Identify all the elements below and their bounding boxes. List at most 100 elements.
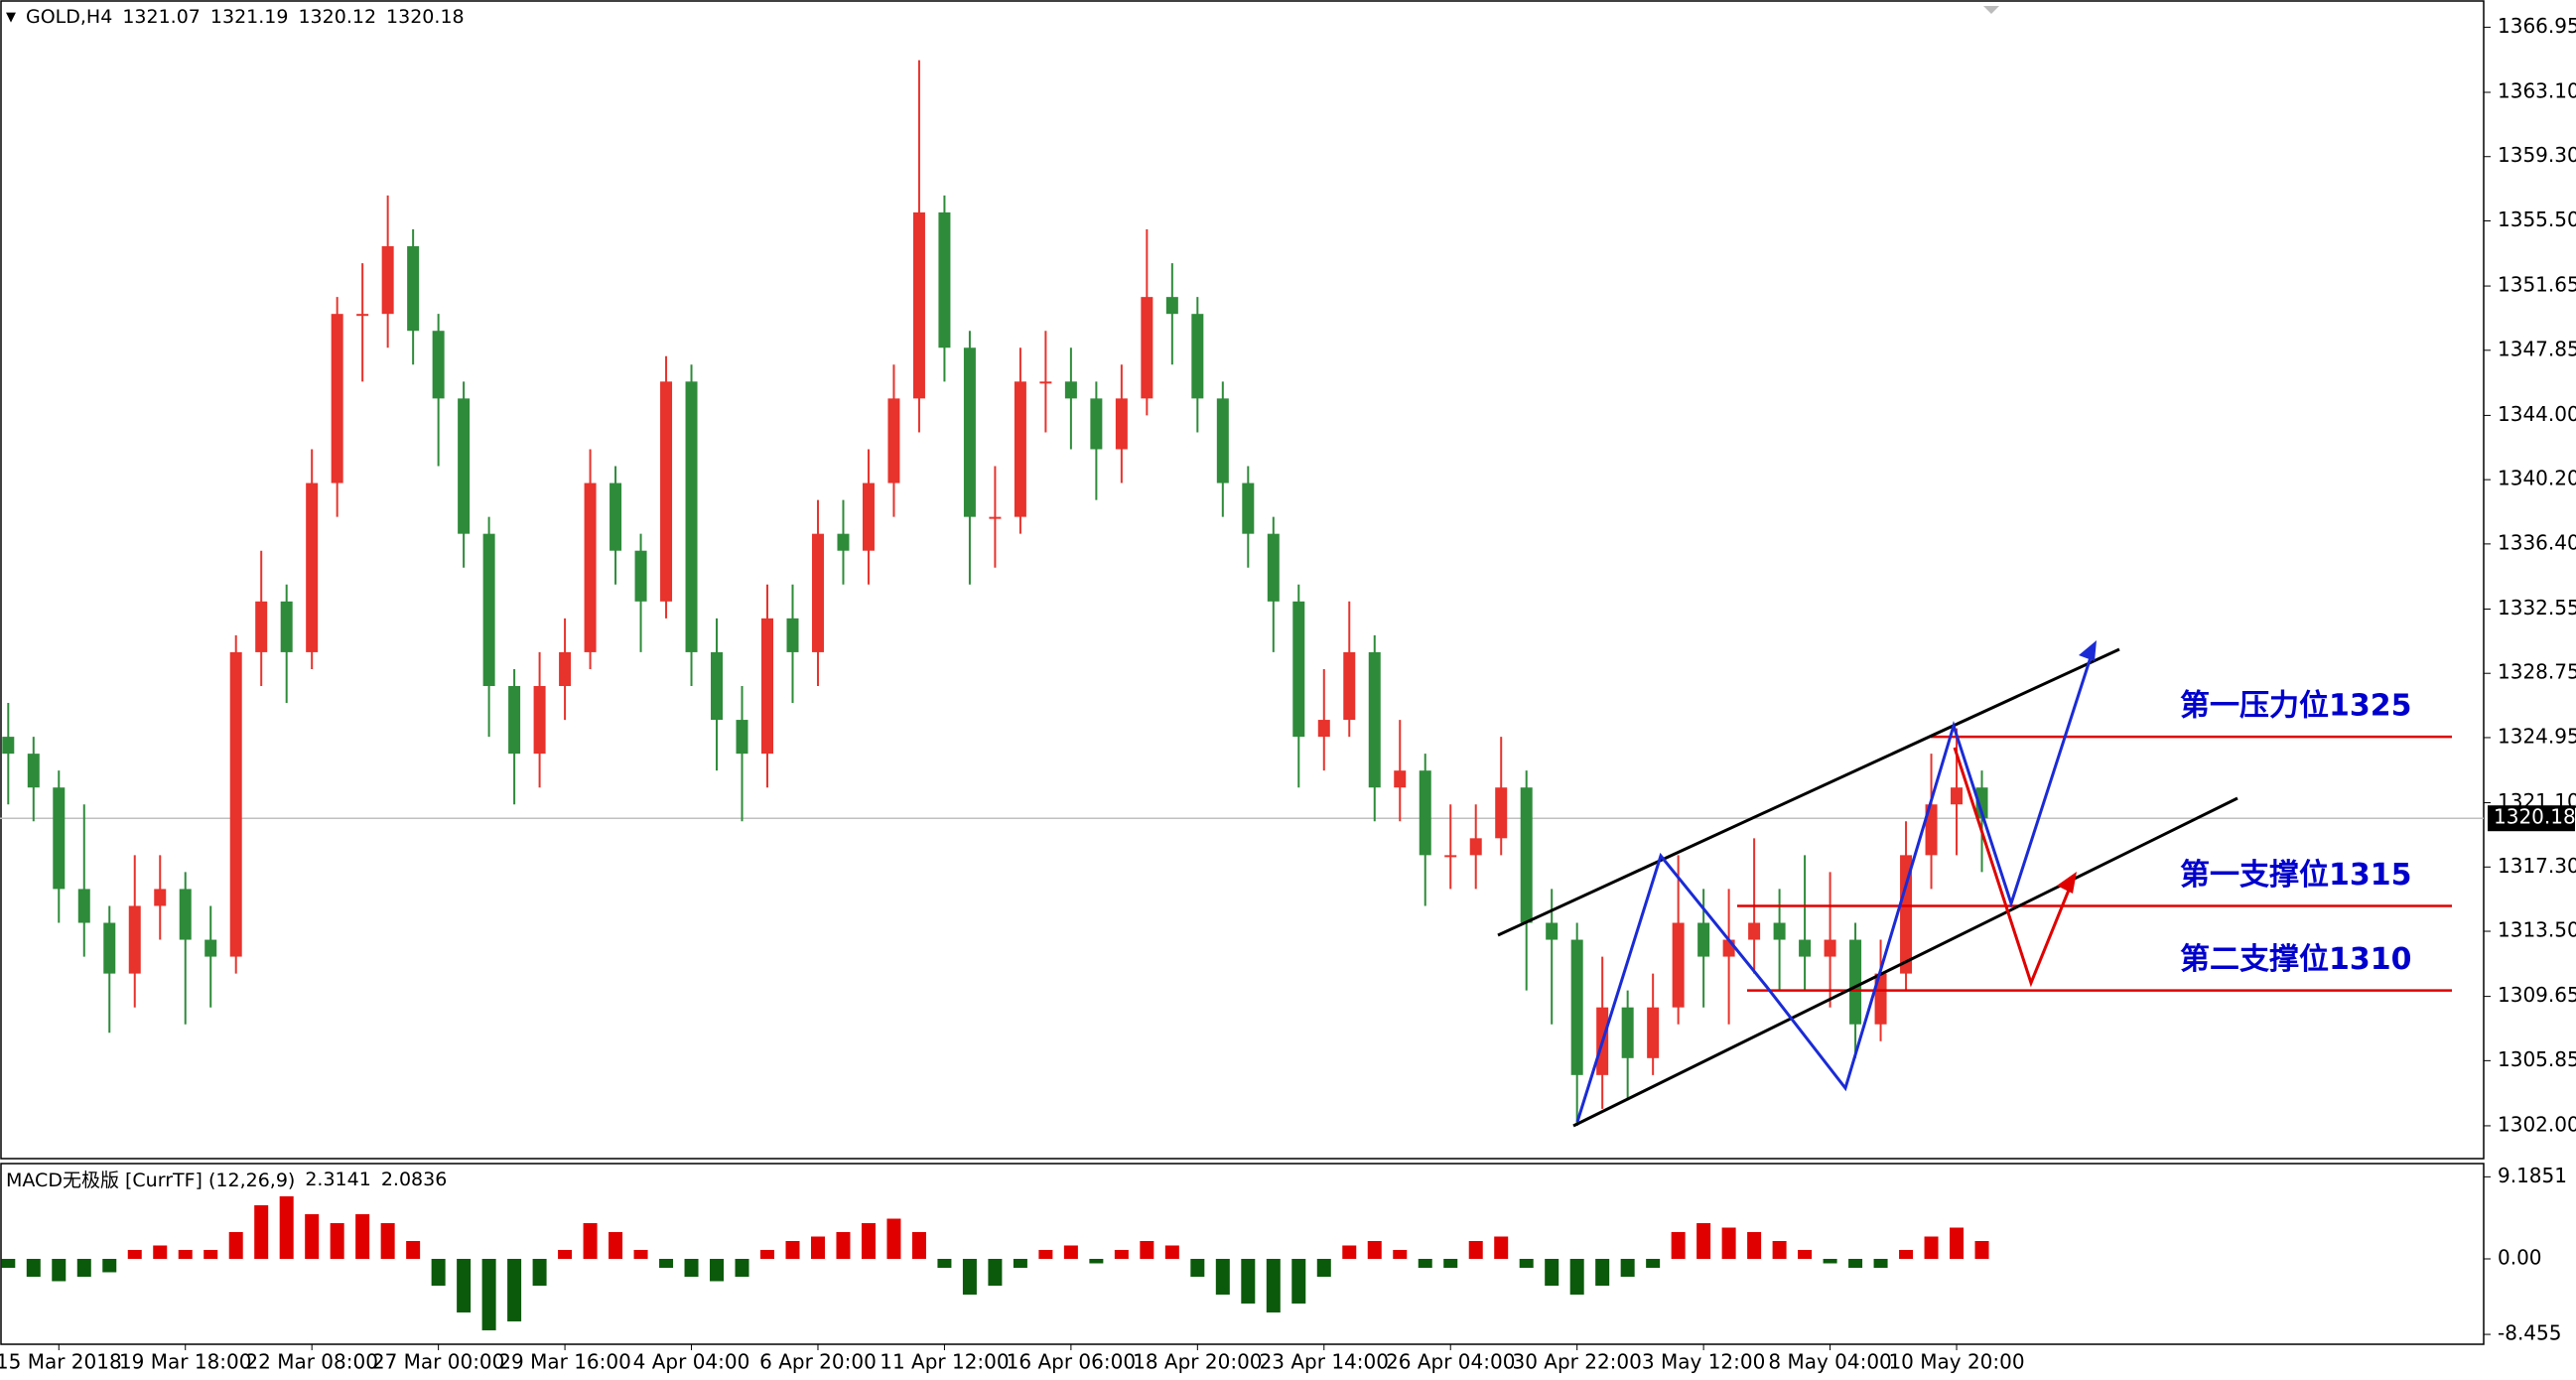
candle-body bbox=[381, 246, 394, 315]
candle-body bbox=[1191, 314, 1204, 399]
macd-bar bbox=[380, 1223, 395, 1259]
projection-path bbox=[1575, 653, 2094, 1123]
macd-bar bbox=[1873, 1258, 1888, 1268]
channel-lower bbox=[1572, 796, 2238, 1128]
x-tick-label: 27 Mar 00:00 bbox=[372, 1350, 505, 1374]
macd-bar bbox=[1468, 1241, 1483, 1259]
candle-body bbox=[1824, 939, 1836, 957]
level-label: 第一压力位1325 bbox=[2180, 689, 2412, 724]
macd-bar bbox=[254, 1205, 269, 1259]
macd-bar bbox=[1798, 1249, 1813, 1259]
current-price-box bbox=[2488, 805, 2575, 832]
macd-y-tick-label: 9.1851 bbox=[2498, 1164, 2567, 1187]
macd-bar bbox=[1, 1258, 16, 1268]
candle-body bbox=[1647, 1007, 1660, 1058]
candle-body bbox=[1951, 787, 1964, 805]
candle-body bbox=[2, 737, 15, 755]
macd-bar bbox=[481, 1258, 496, 1330]
candle-body bbox=[786, 618, 799, 652]
macd-bar bbox=[1671, 1232, 1686, 1259]
macd-bar bbox=[1772, 1241, 1787, 1259]
x-tick-label: 8 May 04:00 bbox=[1768, 1350, 1891, 1374]
macd-bar bbox=[507, 1258, 522, 1321]
candle-body bbox=[533, 685, 546, 755]
candle-body bbox=[1748, 922, 1761, 940]
macd-bar bbox=[1924, 1236, 1939, 1259]
macd-y-tick-label: 0.00 bbox=[2498, 1245, 2542, 1269]
macd-bar bbox=[1418, 1258, 1432, 1268]
y-tick-label: 1313.50 bbox=[2498, 918, 2576, 942]
macd-bar bbox=[1519, 1258, 1534, 1268]
candle-body bbox=[1925, 804, 1938, 856]
candle-body bbox=[53, 787, 66, 890]
support-projection bbox=[1953, 747, 2072, 988]
candle-body bbox=[1621, 1007, 1634, 1058]
candle-body bbox=[660, 381, 673, 602]
arrow-head bbox=[2057, 872, 2077, 894]
y-tick-label: 1336.40 bbox=[2498, 530, 2576, 554]
candle-body bbox=[280, 601, 293, 652]
macd-bar bbox=[1545, 1258, 1559, 1286]
candle-body bbox=[912, 211, 925, 399]
macd-bar bbox=[1974, 1241, 1989, 1259]
chart-header: ▼ GOLD,H4 1321.07 1321.19 1320.12 1320.1… bbox=[6, 6, 465, 28]
x-tick-label: 3 May 12:00 bbox=[1642, 1350, 1765, 1374]
candle-body bbox=[761, 618, 773, 755]
quote-open: 1321.07 bbox=[122, 6, 201, 28]
macd-bar bbox=[1038, 1249, 1053, 1259]
candle-body bbox=[1419, 770, 1431, 856]
candle-body bbox=[1900, 855, 1913, 974]
scroll-marker bbox=[1983, 6, 1999, 14]
macd-bar bbox=[911, 1232, 926, 1259]
candle-body bbox=[1014, 381, 1026, 517]
candle-body bbox=[1672, 922, 1685, 1008]
macd-reading: 2.0836 bbox=[380, 1168, 448, 1190]
macd-label: MACD无极版 [CurrTF] (12,26,9) bbox=[6, 1170, 296, 1191]
macd-bar bbox=[659, 1258, 674, 1268]
candle-body bbox=[1141, 297, 1153, 399]
candle-body bbox=[1975, 787, 1988, 819]
macd-bar bbox=[633, 1249, 648, 1259]
macd-bar bbox=[1063, 1245, 1078, 1259]
macd-bar bbox=[684, 1258, 699, 1277]
candle-body bbox=[204, 939, 217, 957]
candle-body bbox=[1469, 838, 1482, 856]
candle-body bbox=[1394, 770, 1407, 788]
macd-bar bbox=[1494, 1236, 1509, 1259]
x-tick-label: 30 Apr 22:00 bbox=[1512, 1350, 1641, 1374]
candle-body bbox=[179, 889, 192, 940]
candle-body bbox=[508, 685, 521, 755]
candle-body bbox=[482, 533, 495, 686]
candle-body bbox=[1317, 720, 1330, 738]
x-tick-label: 29 Mar 16:00 bbox=[498, 1350, 631, 1374]
candle-body bbox=[306, 483, 319, 652]
macd-bar bbox=[431, 1258, 446, 1286]
candle-body bbox=[685, 381, 698, 652]
y-tick-label: 1305.85 bbox=[2498, 1047, 2576, 1071]
macd-bar bbox=[1443, 1258, 1458, 1268]
y-tick-label: 1347.85 bbox=[2498, 337, 2576, 360]
current-price-label: 1320.18 bbox=[2494, 805, 2576, 829]
macd-bar bbox=[886, 1218, 901, 1259]
macd-bar bbox=[26, 1258, 41, 1277]
x-tick-label: 4 Apr 04:00 bbox=[633, 1350, 750, 1374]
macd-frame bbox=[0, 1163, 2485, 1345]
candle-body bbox=[1799, 939, 1812, 957]
level-label: 第二支撑位1310 bbox=[2180, 942, 2412, 977]
level-label: 第一支撑位1315 bbox=[2180, 858, 2412, 893]
macd-bar bbox=[1620, 1258, 1635, 1277]
macd-bar bbox=[228, 1232, 243, 1259]
candle-body bbox=[1343, 651, 1356, 721]
macd-bar bbox=[1190, 1258, 1205, 1277]
macd-bar bbox=[52, 1258, 67, 1282]
x-tick-label: 6 Apr 20:00 bbox=[759, 1350, 877, 1374]
menu-triangle: ▼ bbox=[6, 9, 16, 25]
macd-bar bbox=[558, 1249, 573, 1259]
candle-body bbox=[1444, 855, 1457, 858]
candle-body bbox=[154, 889, 167, 906]
y-tick-label: 1351.65 bbox=[2498, 273, 2576, 297]
macd-bar bbox=[1089, 1258, 1104, 1264]
quote-low: 1320.12 bbox=[298, 6, 377, 28]
